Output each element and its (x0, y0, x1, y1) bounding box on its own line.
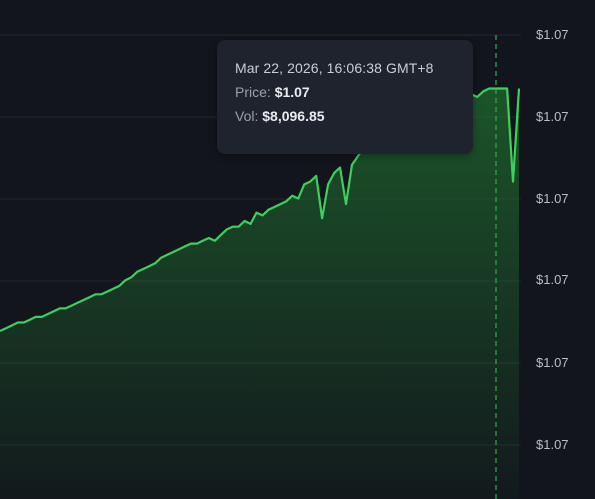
y-tick-label: $1.07 (536, 109, 569, 124)
tooltip-vol-value: $8,096.85 (262, 108, 325, 124)
price-area-fill (0, 88, 519, 499)
tooltip-price-value: $1.07 (274, 84, 310, 100)
y-tick-label: $1.07 (536, 191, 569, 206)
tooltip-vol-label: Vol: (235, 108, 259, 124)
tooltip-price-row: Price: $1.07 (235, 84, 455, 100)
y-tick-label: $1.07 (536, 355, 569, 370)
y-tick-label: $1.07 (536, 437, 569, 452)
tooltip-price-label: Price: (235, 84, 271, 100)
tooltip-date: Mar 22, 2026, 16:06:38 GMT+8 (235, 60, 434, 76)
y-tick-label: $1.07 (536, 272, 569, 287)
tooltip-vol-row: Vol: $8,096.85 (235, 108, 455, 124)
y-tick-label: $1.07 (536, 27, 569, 42)
price-tooltip: Mar 22, 2026, 16:06:38 GMT+8 Price: $1.0… (217, 40, 473, 154)
